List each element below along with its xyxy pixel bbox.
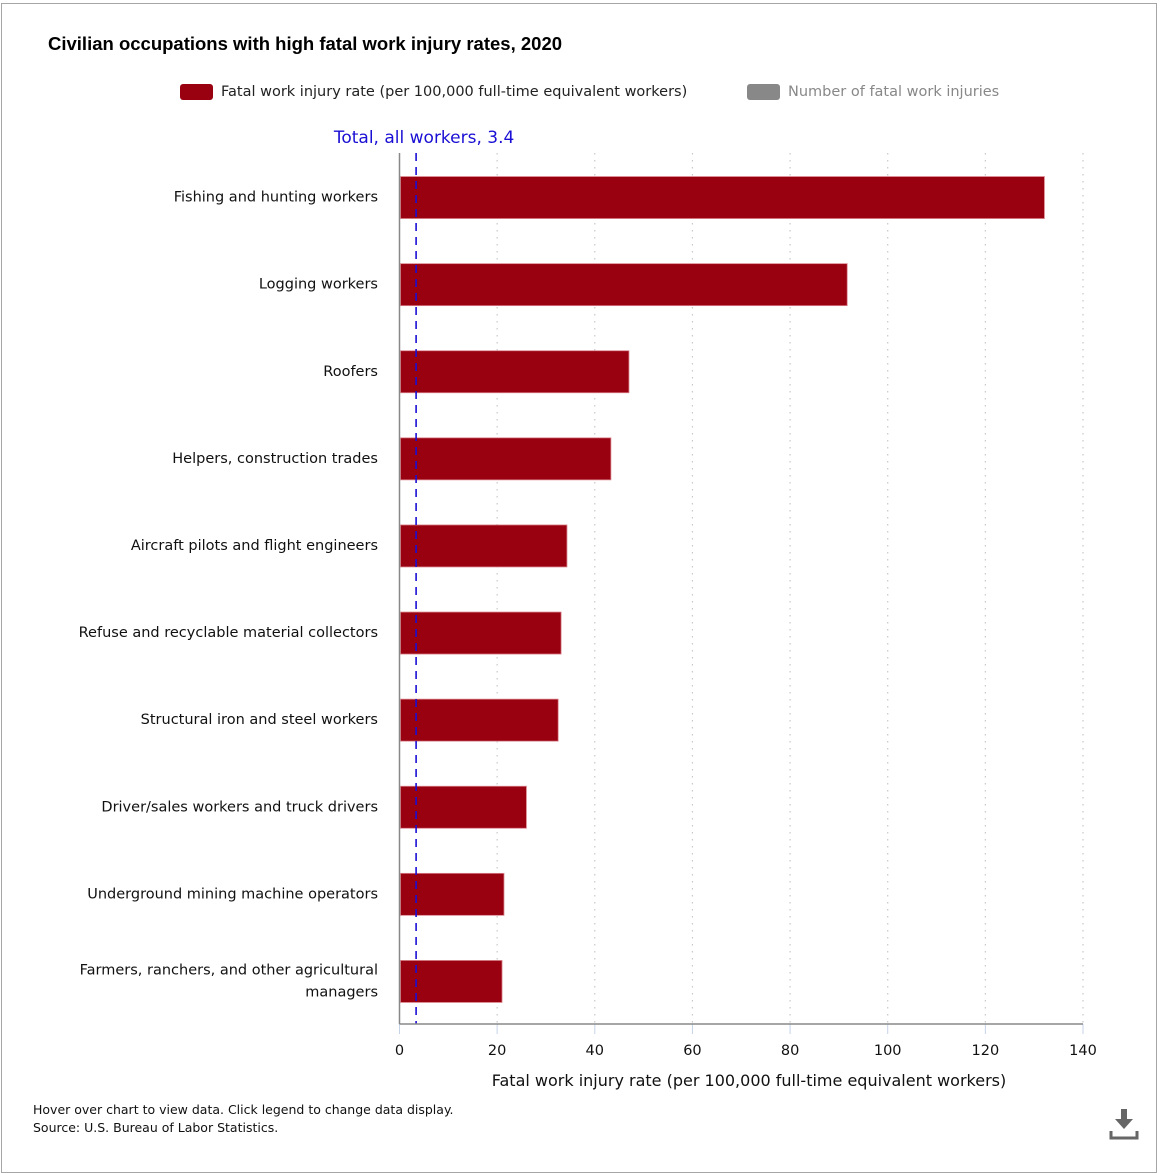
bar[interactable] [400,350,630,394]
bar[interactable] [400,524,568,568]
x-axis-label: Fatal work injury rate (per 100,000 full… [492,1071,1006,1090]
category-label: Underground mining machine operators [87,886,378,902]
x-tick-label: 40 [586,1043,604,1059]
category-label: Driver/sales workers and truck drivers [101,799,378,815]
legend-swatch-rate [180,84,213,100]
category-label: Structural iron and steel workers [141,712,378,728]
bar[interactable] [400,698,559,742]
bar[interactable] [400,263,848,307]
category-label: Logging workers [259,277,378,293]
chart-title: Civilian occupations with high fatal wor… [48,33,563,54]
bar[interactable] [400,960,503,1003]
x-tick-label: 0 [395,1043,404,1059]
x-tick-label: 80 [781,1043,799,1059]
legend-item-count[interactable]: Number of fatal work injuries [747,84,999,100]
category-label: Roofers [323,364,378,380]
footer: Hover over chart to view data. Click leg… [33,1101,454,1137]
bar[interactable] [400,437,612,481]
footer-source: Source: U.S. Bureau of Labor Statistics. [33,1120,279,1135]
legend-label-rate: Fatal work injury rate (per 100,000 full… [221,84,688,100]
x-tick-label: 100 [874,1043,902,1059]
legend-item-rate[interactable]: Fatal work injury rate (per 100,000 full… [180,84,687,100]
footer-note: Hover over chart to view data. Click leg… [33,1102,454,1117]
category-label: Farmers, ranchers, and other agricultura… [80,962,378,1000]
category-label: Refuse and recyclable material collector… [79,625,378,641]
x-tick-label: 60 [683,1043,701,1059]
category-label: Fishing and hunting workers [174,190,378,206]
bar[interactable] [400,611,562,655]
download-button[interactable] [1107,1107,1141,1141]
category-label: Helpers, construction trades [172,451,378,467]
x-tick-label: 140 [1069,1043,1097,1059]
bar[interactable] [400,176,1045,219]
category-label: Aircraft pilots and flight engineers [131,538,378,554]
bar[interactable] [400,872,505,916]
x-tick-label: 20 [488,1043,506,1059]
reference-line-label: Total, all workers, 3.4 [333,128,514,148]
legend-swatch-count [747,84,780,100]
download-icon [1109,1109,1139,1140]
legend-label-count: Number of fatal work injuries [788,84,1000,100]
bar[interactable] [400,785,527,829]
x-tick-label: 120 [972,1043,1000,1059]
